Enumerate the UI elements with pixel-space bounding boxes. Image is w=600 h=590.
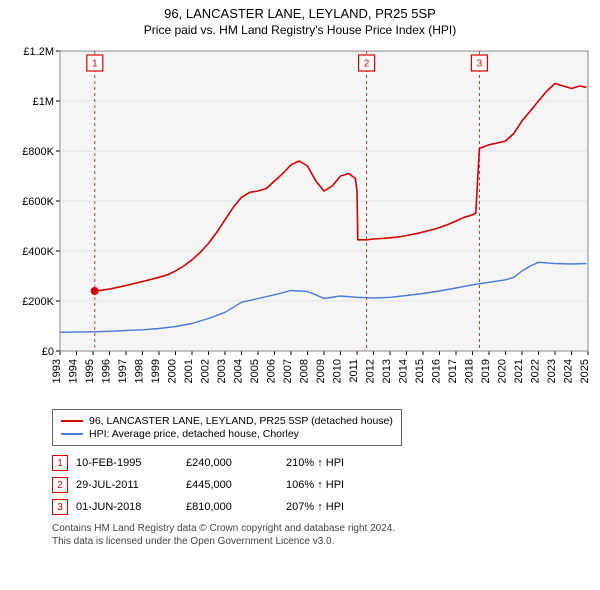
chart-container: 96, LANCASTER LANE, LEYLAND, PR25 5SP Pr…	[0, 0, 600, 590]
line-chart-svg: £0 £200K £400K £600K £800K £1M £1.2M 1993 1994 19…	[8, 43, 592, 403]
y-tick-label: £400K	[22, 246, 54, 258]
x-tick-label: 2024	[563, 359, 575, 383]
sales-table: 1 10-FEB-1995£240,000210% ↑ HPI 2 29-JUL-20…	[52, 452, 352, 518]
series-start-dot	[91, 287, 99, 295]
x-tick-label: 2017	[447, 359, 459, 383]
y-tick-label: £800K	[22, 146, 54, 158]
credit-text: Contains HM Land Registry data © Crown c…	[52, 522, 592, 548]
sale-marker-number: 3	[477, 59, 483, 70]
y-tick-label: £0	[42, 346, 54, 358]
y-tick-label: £200K	[22, 296, 54, 308]
x-tick-label: 2005	[249, 359, 261, 383]
chart-plot-area: £0 £200K £400K £600K £800K £1M £1.2M 1993 1994 19…	[8, 43, 592, 403]
x-tick-label: 2022	[530, 359, 542, 383]
x-tick-label: 2021	[513, 359, 525, 383]
x-tick-label: 2012	[365, 359, 377, 383]
x-tick-label: 1995	[84, 359, 96, 383]
x-tick-label: 2023	[546, 359, 558, 383]
sales-row: 2 29-JUL-2011£445,000106% ↑ HPI	[52, 474, 352, 496]
sales-price: £810,000	[186, 496, 286, 518]
x-tick-label: 2010	[332, 359, 344, 383]
x-tick-label: 2008	[299, 359, 311, 383]
y-tick-label: £1.2M	[23, 46, 54, 58]
x-tick-label: 1994	[68, 359, 80, 383]
sales-hpi: 207% ↑ HPI	[286, 496, 352, 518]
x-tick-label: 2002	[200, 359, 212, 383]
sales-date: 29-JUL-2011	[76, 474, 186, 496]
chart-title: 96, LANCASTER LANE, LEYLAND, PR25 5SP	[8, 6, 592, 21]
sale-marker-number: 2	[364, 59, 370, 70]
sales-hpi: 106% ↑ HPI	[286, 474, 352, 496]
x-tick-label: 2001	[183, 359, 195, 383]
chart-subtitle: Price paid vs. HM Land Registry's House …	[8, 23, 592, 37]
x-tick-label: 2006	[266, 359, 278, 383]
sales-marker-icon: 1	[52, 455, 68, 471]
sales-price: £240,000	[186, 452, 286, 474]
sales-row: 1 10-FEB-1995£240,000210% ↑ HPI	[52, 452, 352, 474]
legend-label: HPI: Average price, detached house, Chor…	[89, 428, 299, 440]
x-tick-label: 2009	[315, 359, 327, 383]
x-tick-label: 2019	[480, 359, 492, 383]
sales-date: 10-FEB-1995	[76, 452, 186, 474]
x-tick-label: 2020	[497, 359, 509, 383]
legend-row: HPI: Average price, detached house, Chor…	[61, 428, 393, 440]
sales-row: 3 01-JUN-2018£810,000207% ↑ HPI	[52, 496, 352, 518]
x-tick-label: 2018	[464, 359, 476, 383]
legend-row: 96, LANCASTER LANE, LEYLAND, PR25 5SP (d…	[61, 415, 393, 427]
sales-marker-icon: 2	[52, 477, 68, 493]
x-tick-label: 2007	[282, 359, 294, 383]
sales-price: £445,000	[186, 474, 286, 496]
credit-line-2: This data is licensed under the Open Gov…	[52, 535, 592, 548]
x-tick-label: 2004	[233, 359, 245, 383]
x-tick-label: 2015	[414, 359, 426, 383]
sales-hpi: 210% ↑ HPI	[286, 452, 352, 474]
x-tick-label: 2016	[431, 359, 443, 383]
x-tick-label: 1998	[134, 359, 146, 383]
x-tick-label: 2013	[381, 359, 393, 383]
legend-label: 96, LANCASTER LANE, LEYLAND, PR25 5SP (d…	[89, 415, 393, 427]
x-tick-label: 2025	[579, 359, 591, 383]
legend-swatch	[61, 420, 83, 422]
x-tick-label: 2011	[348, 359, 360, 383]
x-tick-label: 2014	[398, 359, 410, 383]
legend-swatch	[61, 433, 83, 435]
x-tick-label: 1993	[51, 359, 63, 383]
x-tick-label: 1997	[117, 359, 129, 383]
y-tick-label: £1M	[33, 96, 54, 108]
credit-line-1: Contains HM Land Registry data © Crown c…	[52, 522, 592, 535]
sale-marker-number: 1	[92, 59, 98, 70]
x-tick-label: 1996	[101, 359, 113, 383]
sales-marker-icon: 3	[52, 499, 68, 515]
y-tick-label: £600K	[22, 196, 54, 208]
x-tick-label: 1999	[150, 359, 162, 383]
x-tick-label: 2000	[167, 359, 179, 383]
sales-date: 01-JUN-2018	[76, 496, 186, 518]
x-tick-label: 2003	[216, 359, 228, 383]
legend: 96, LANCASTER LANE, LEYLAND, PR25 5SP (d…	[52, 409, 402, 446]
